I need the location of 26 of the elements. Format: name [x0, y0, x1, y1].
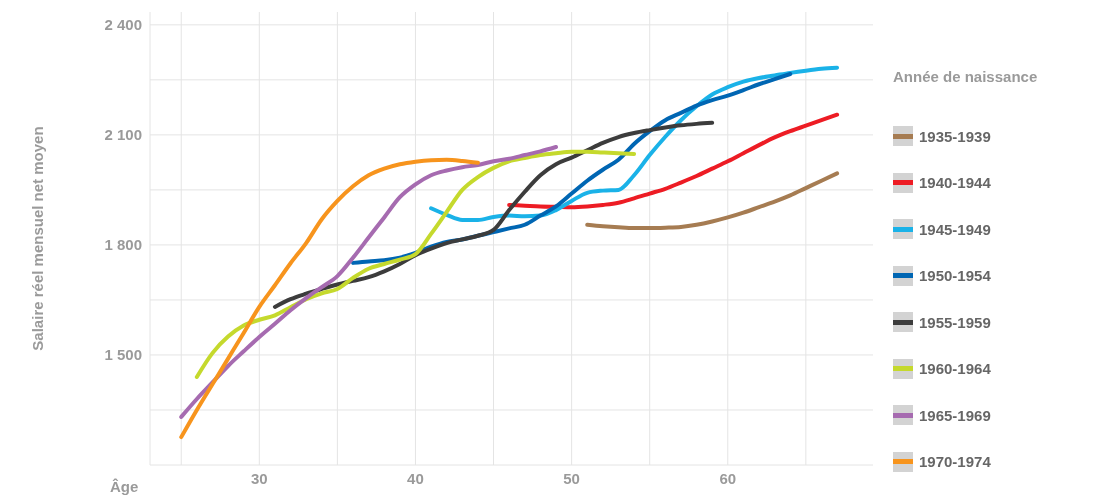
y-tick-label: 1 800	[104, 236, 142, 254]
y-tick-label: 2 100	[104, 126, 142, 144]
x-tick-label: 60	[719, 469, 737, 487]
legend-label: 1965-1969	[919, 406, 991, 424]
y-axis-title: Salaire réel mensuel net moyen	[29, 126, 47, 351]
x-tick-label: 50	[563, 469, 580, 487]
line-series	[194, 149, 637, 379]
legend-label: 1950-1954	[919, 267, 991, 285]
legend-title: Année de naissance	[893, 68, 1039, 85]
line-series	[179, 144, 558, 419]
legend-label: 1935-1939	[919, 127, 991, 145]
y-tick-label: 2 400	[104, 16, 142, 34]
legend-label: 1960-1964	[919, 360, 991, 378]
legend-label: 1970-1974	[919, 453, 991, 471]
line-series	[507, 112, 840, 210]
line-series	[585, 171, 840, 231]
legend-label: 1945-1949	[919, 220, 991, 238]
x-tick-label: 30	[250, 469, 268, 487]
legend-label: 1955-1959	[919, 313, 991, 331]
line-series	[272, 120, 715, 309]
x-axis-title: Âge	[110, 478, 139, 495]
y-tick-label: 1 500	[104, 346, 142, 364]
line-series	[429, 65, 840, 222]
legend-label: 1940-1944	[919, 174, 991, 192]
line-series	[179, 157, 480, 440]
x-tick-label: 40	[407, 469, 424, 487]
